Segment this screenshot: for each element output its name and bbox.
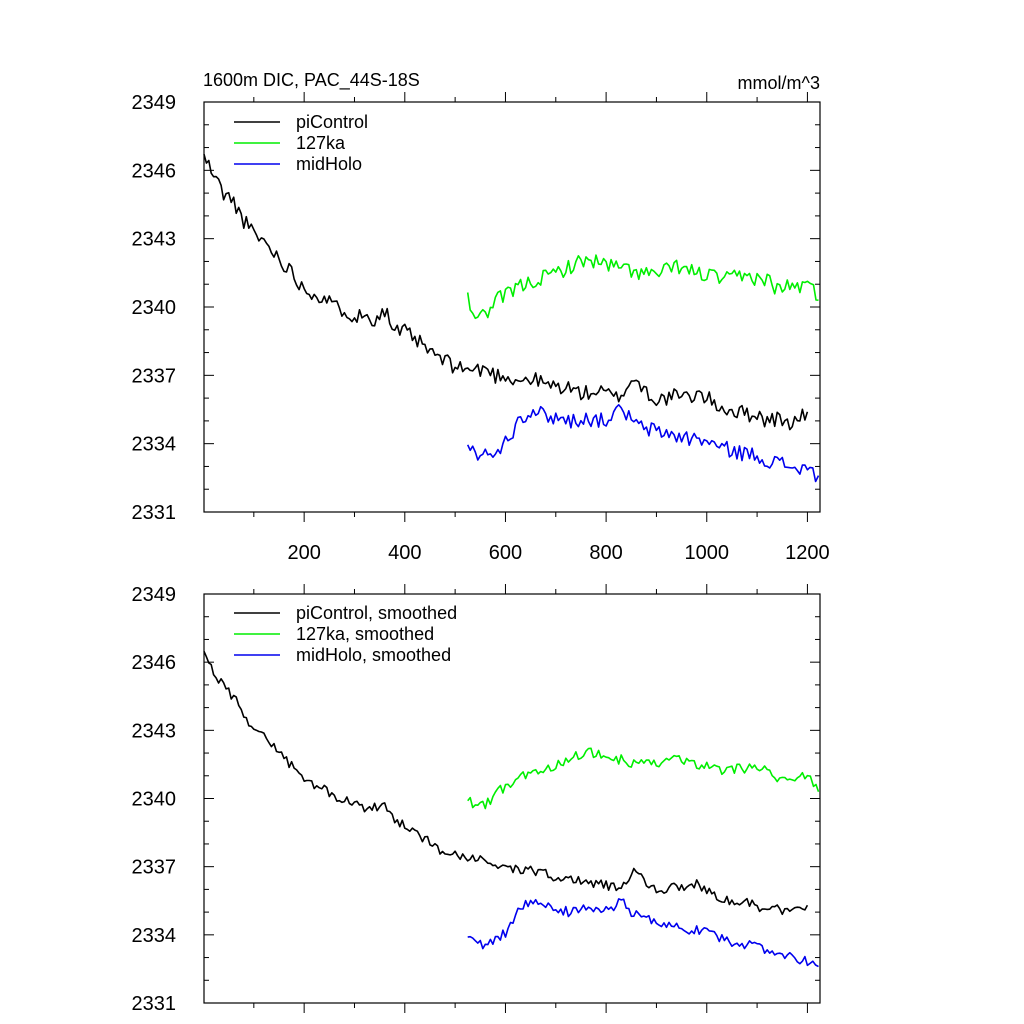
legend-label: midHolo bbox=[296, 154, 362, 174]
series-line-picontrol bbox=[203, 650, 809, 916]
y-tick-label: 2331 bbox=[132, 502, 177, 524]
legend-label: 127ka bbox=[296, 133, 346, 153]
series-line-127ka bbox=[466, 254, 819, 320]
y-tick-label: 2337 bbox=[132, 365, 177, 387]
y-tick-label: 2346 bbox=[132, 160, 177, 182]
x-tick-label: 200 bbox=[287, 542, 320, 564]
legend-label: midHolo, smoothed bbox=[296, 645, 451, 665]
y-tick-label: 2343 bbox=[132, 229, 177, 251]
y-tick-label: 2349 bbox=[132, 584, 177, 606]
y-tick-label: 2334 bbox=[132, 434, 177, 456]
series-line-picontrol bbox=[203, 153, 809, 431]
y-tick-label: 2343 bbox=[132, 720, 177, 742]
y-tick-label: 2331 bbox=[132, 993, 177, 1015]
bottom-panel: 2331 2334 2337 2340 2343 2346 2349 piControl, s… bbox=[132, 584, 821, 1015]
chart-title: 1600m DIC, PAC_44S-18S bbox=[203, 70, 420, 91]
y-tick-label: 2334 bbox=[132, 925, 177, 947]
legend-label: piControl, smoothed bbox=[296, 603, 457, 623]
y-tick-label: 2349 bbox=[132, 92, 177, 114]
y-tick-label: 2340 bbox=[132, 297, 177, 319]
units-label: mmol/m^3 bbox=[738, 73, 820, 93]
x-tick-label: 1200 bbox=[785, 542, 830, 564]
x-tick-label: 600 bbox=[489, 542, 522, 564]
legend-label: 127ka, smoothed bbox=[296, 624, 434, 644]
x-tick-label: 400 bbox=[388, 542, 421, 564]
top-panel: 2331 2334 2337 2340 2343 2346 2349 200 400 600 800… bbox=[132, 92, 830, 564]
series-line-midholo bbox=[466, 404, 820, 483]
y-tick-label: 2346 bbox=[132, 652, 177, 674]
y-tick-label: 2337 bbox=[132, 857, 177, 879]
x-tick-label: 800 bbox=[589, 542, 622, 564]
series-line-midholo bbox=[467, 898, 819, 968]
series-line-127ka bbox=[467, 747, 820, 810]
legend-label: piControl bbox=[296, 112, 368, 132]
x-tick-label: 1000 bbox=[685, 542, 730, 564]
y-tick-label: 2340 bbox=[132, 789, 177, 811]
